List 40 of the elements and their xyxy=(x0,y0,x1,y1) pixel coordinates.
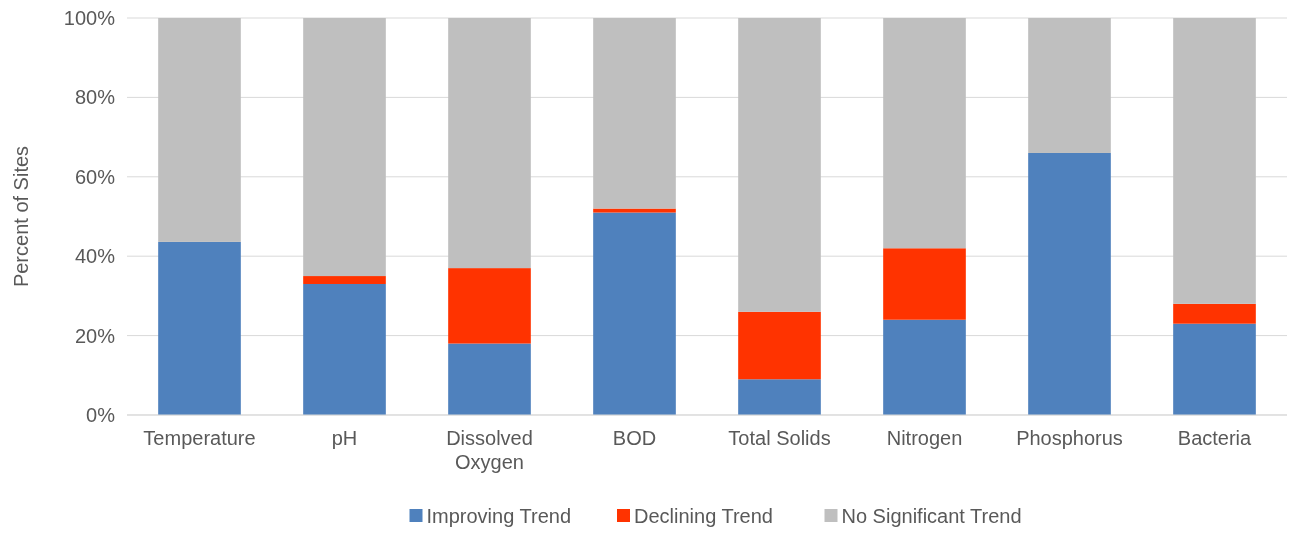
bar xyxy=(303,18,386,277)
bar xyxy=(593,212,676,415)
legend-label: Improving Trend xyxy=(426,505,572,527)
bar xyxy=(1173,18,1256,304)
x-tick-label: Temperature xyxy=(143,427,256,449)
bar xyxy=(1028,18,1111,153)
bar xyxy=(593,18,676,209)
bar xyxy=(883,319,966,415)
y-axis-title: Percent of Sites xyxy=(10,145,32,288)
bar xyxy=(738,311,821,380)
legend-label: Declining Trend xyxy=(634,505,773,527)
y-tick-label: 80% xyxy=(74,86,116,109)
x-tick-label: Phosphorus xyxy=(1016,427,1123,449)
x-tick-label: BOD xyxy=(612,427,657,449)
x-tick-label: Bacteria xyxy=(1177,427,1253,449)
bar xyxy=(738,379,821,415)
bar xyxy=(593,208,676,213)
bar xyxy=(738,18,821,312)
bar xyxy=(883,18,966,249)
bar xyxy=(303,276,386,284)
bar xyxy=(158,241,241,415)
y-tick-label: 20% xyxy=(74,324,116,347)
x-tick-label: pH xyxy=(331,427,358,449)
y-tick-label: 40% xyxy=(74,245,116,268)
bar xyxy=(303,283,386,415)
x-tick-label: Dissolved Oxygen xyxy=(446,427,533,473)
y-tick-label: 100% xyxy=(63,7,116,29)
bar xyxy=(1028,152,1111,415)
bar xyxy=(1173,303,1256,324)
bar xyxy=(448,268,531,344)
legend-label: No Significant Trend xyxy=(841,505,1022,527)
bar xyxy=(883,248,966,320)
y-tick-label: 0% xyxy=(86,404,116,426)
bar xyxy=(158,18,241,242)
bar xyxy=(448,343,531,415)
x-tick-label: Nitrogen xyxy=(886,427,963,449)
bar xyxy=(1173,323,1256,415)
y-tick-label: 60% xyxy=(74,165,116,188)
x-tick-label: Total Solids xyxy=(728,427,831,449)
bar xyxy=(448,18,531,269)
